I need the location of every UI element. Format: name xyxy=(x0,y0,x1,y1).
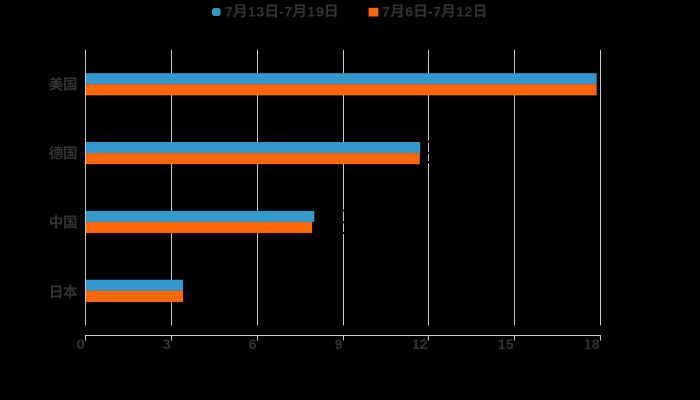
svg-text:2: 2 xyxy=(465,3,473,19)
svg-text:0: 0 xyxy=(77,336,85,352)
svg-text:18: 18 xyxy=(584,336,600,352)
svg-text:-: - xyxy=(279,3,284,19)
svg-text:6: 6 xyxy=(249,336,257,352)
svg-text:6: 6 xyxy=(405,3,413,19)
svg-text:3: 3 xyxy=(256,3,264,19)
svg-text:1: 1 xyxy=(307,3,315,19)
svg-text:7: 7 xyxy=(382,3,390,19)
svg-text:12: 12 xyxy=(412,336,428,352)
svg-text:9: 9 xyxy=(335,336,343,352)
svg-text:7: 7 xyxy=(225,3,233,19)
svg-text:9: 9 xyxy=(316,3,324,19)
svg-text:7: 7 xyxy=(284,3,292,19)
svg-text:15: 15 xyxy=(498,336,514,352)
svg-text:7: 7 xyxy=(433,3,441,19)
svg-text:3: 3 xyxy=(163,336,171,352)
svg-text:1: 1 xyxy=(248,3,256,19)
svg-text:1: 1 xyxy=(456,3,464,19)
svg-text:-: - xyxy=(428,3,433,19)
